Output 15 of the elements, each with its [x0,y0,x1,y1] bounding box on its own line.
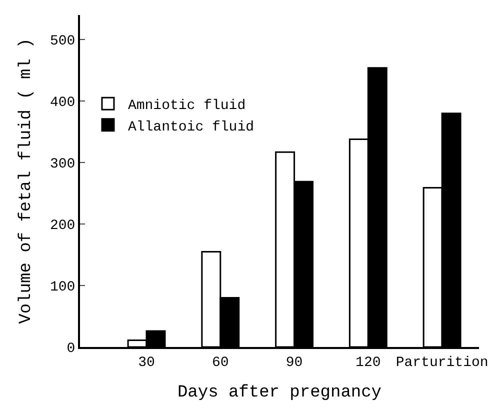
x-tick-label: 120 [356,354,381,371]
legend-label: Allantoic fluid [128,119,254,136]
y-tick-label: 0 [66,340,76,357]
legend-label: Amniotic fluid [128,98,246,114]
x-axis-title: Days after pregnancy [177,384,382,403]
x-tick-label: 90 [286,354,303,371]
y-axis-title: Volume of fetal fluid ( ml ) [17,38,36,324]
y-tick-label: 100 [50,279,76,296]
y-tick-label: 400 [50,94,76,111]
y-tick-label: 200 [50,218,76,234]
x-tick-label: Parturition [396,354,488,371]
y-tick-label: 500 [50,33,76,50]
x-tick-label: 60 [212,354,229,371]
y-tick-label: 300 [50,156,76,172]
x-tick-label: 30 [138,354,155,371]
